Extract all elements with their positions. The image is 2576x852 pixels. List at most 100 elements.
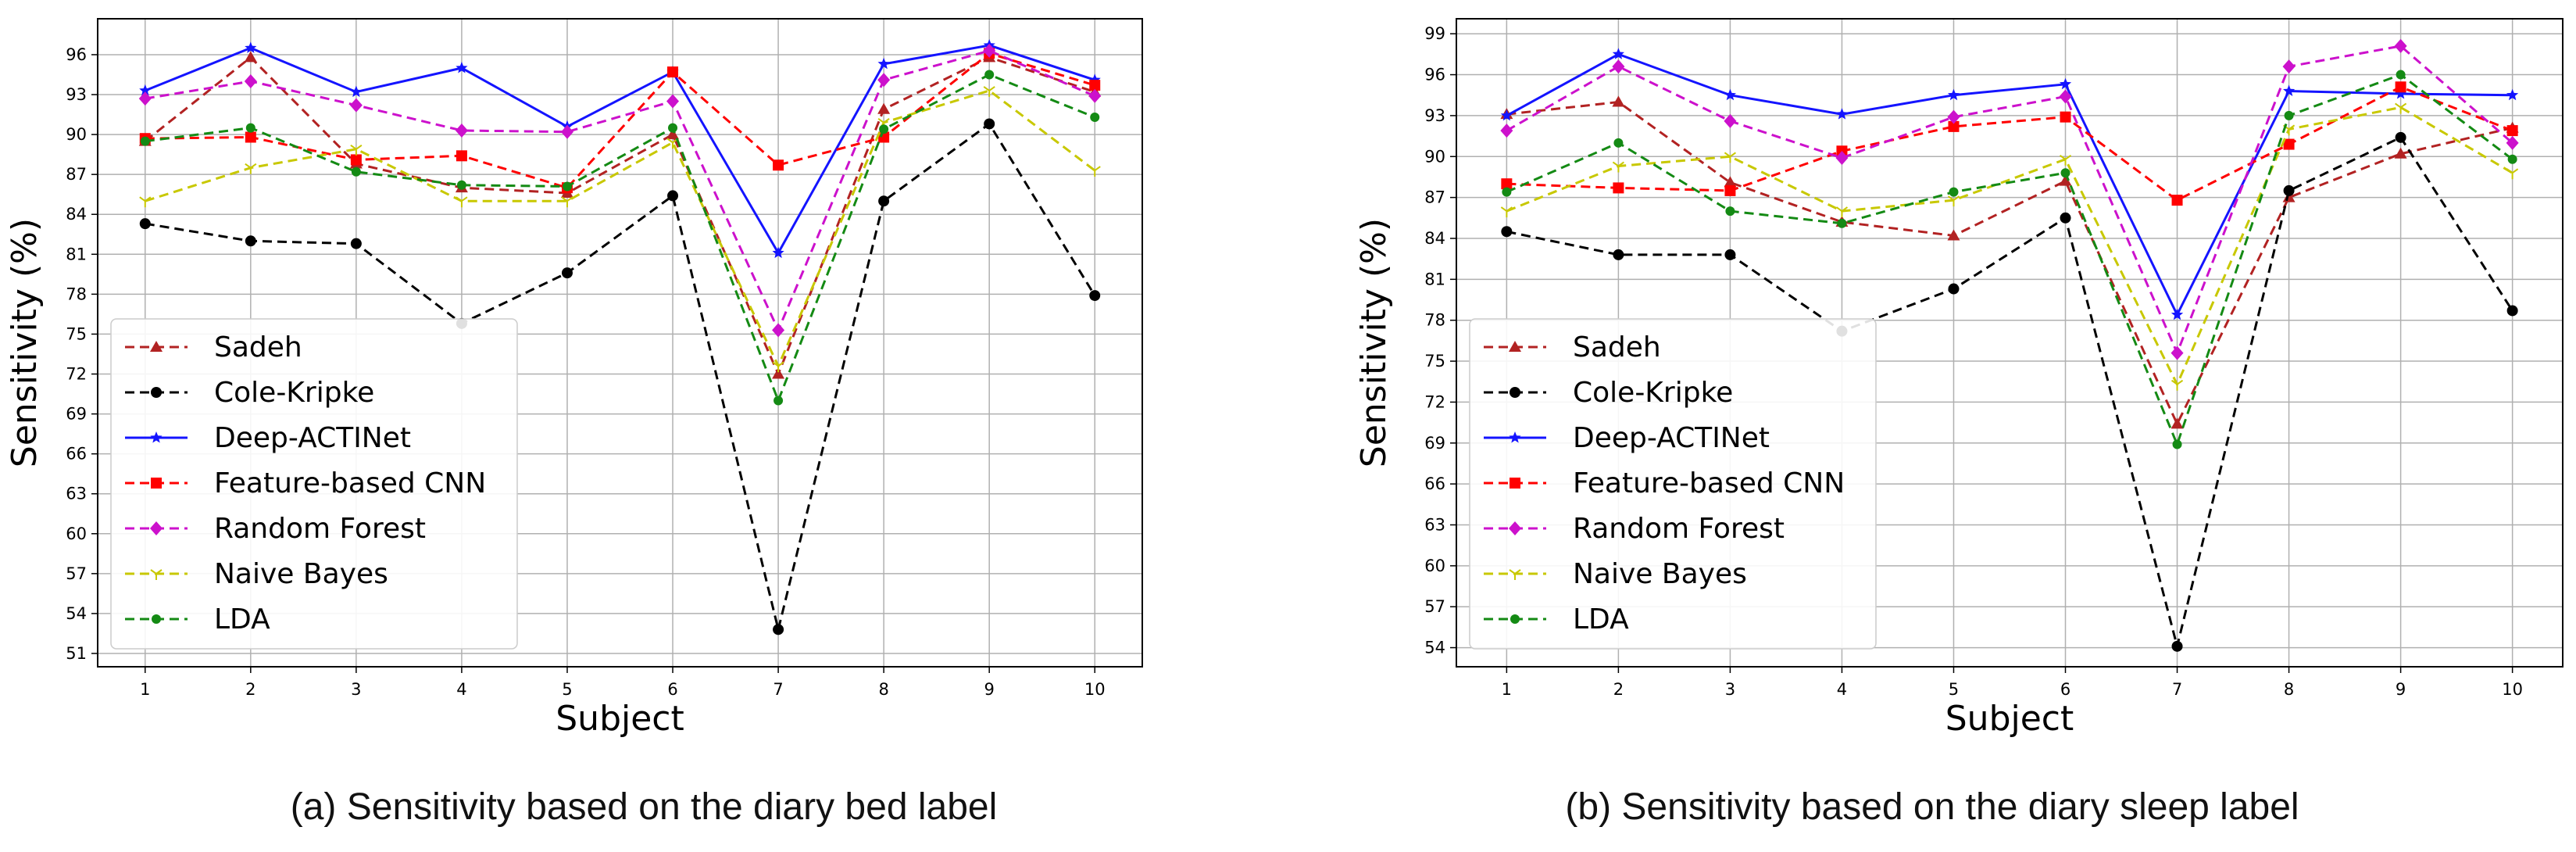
chart-a-series: [138, 39, 1102, 635]
series-deep-actinet: [139, 39, 1101, 259]
point-sadeh: [772, 367, 785, 379]
x-tick-label: 2: [245, 680, 255, 699]
series-naive-bayes: [1500, 102, 2519, 391]
y-tick-label: 51: [66, 644, 87, 663]
y-tick-label: 96: [1424, 66, 1445, 84]
point-deep-actinet: [139, 84, 152, 96]
point-random-forest: [560, 124, 573, 139]
point-feature-based-cnn: [773, 159, 784, 171]
legend-marker: [151, 387, 162, 398]
legend-label: Sadeh: [1573, 331, 1661, 363]
chart-a-xlabel: Subject: [556, 699, 684, 739]
series-line-cole-kripke: [145, 122, 1096, 630]
series-line-random-forest: [145, 49, 1095, 334]
point-feature-based-cnn: [1948, 120, 1960, 132]
y-tick-label: 93: [1424, 106, 1445, 125]
point-sadeh: [666, 128, 680, 140]
y-tick-label: 87: [66, 165, 87, 184]
point-deep-actinet: [350, 85, 363, 98]
x-tick-label: 7: [2172, 680, 2182, 699]
point-random-forest: [1612, 59, 1625, 74]
legend-marker: [1509, 521, 1521, 535]
legend-marker: [1510, 614, 1520, 624]
point-naive-bayes: [2395, 102, 2407, 114]
legend-marker: [1510, 387, 1520, 398]
point-lda: [1725, 206, 1735, 217]
point-random-forest: [244, 74, 257, 89]
point-naive-bayes: [1947, 195, 1960, 207]
point-cole-kripke: [2283, 184, 2295, 196]
point-sadeh: [1724, 176, 1737, 188]
legend-marker: [1509, 341, 1521, 352]
point-feature-based-cnn: [2506, 125, 2518, 137]
series-line-deep-actinet: [1506, 52, 2513, 318]
legend-label: Sadeh: [214, 331, 302, 363]
legend-marker: [150, 569, 163, 580]
x-tick-label: 6: [2060, 680, 2070, 699]
point-deep-actinet: [2506, 88, 2519, 101]
point-random-forest: [1835, 151, 1849, 166]
legend-label: Random Forest: [1573, 513, 1785, 545]
point-cole-kripke: [1948, 283, 1960, 295]
y-tick-label: 84: [1424, 229, 1445, 248]
x-tick-label: 5: [1949, 680, 1959, 699]
point-cole-kripke: [773, 624, 784, 635]
point-cole-kripke: [2171, 640, 2183, 652]
point-feature-based-cnn: [350, 154, 362, 166]
point-deep-actinet: [772, 246, 784, 259]
x-tick-label: 3: [351, 680, 361, 699]
point-cole-kripke: [878, 195, 890, 207]
point-random-forest: [2170, 345, 2184, 360]
point-cole-kripke: [2395, 131, 2406, 143]
point-random-forest: [772, 323, 785, 338]
point-cole-kripke: [2060, 212, 2071, 224]
point-random-forest: [1500, 124, 1513, 138]
point-sadeh: [1612, 95, 1625, 107]
chart-a-ylabel: Sensitivity (%): [5, 218, 45, 467]
point-lda: [2284, 110, 2294, 120]
point-deep-actinet: [245, 41, 257, 53]
y-tick-label: 57: [66, 564, 87, 583]
point-sadeh: [2394, 147, 2407, 159]
point-sadeh: [2170, 417, 2184, 429]
panel-b: 54 57 60 63 66 69 72 75 78 81 84 87 90 93 96 99 1 2 3 4 5 6 7 8…: [1288, 0, 2576, 852]
point-sadeh: [1947, 229, 1960, 241]
point-feature-based-cnn: [1724, 184, 1736, 196]
chart-b-ylabel: Sensitivity (%): [1354, 218, 1394, 467]
point-sadeh: [877, 102, 891, 114]
x-tick-label: 3: [1725, 680, 1735, 699]
point-cole-kripke: [561, 267, 573, 279]
point-feature-based-cnn: [2395, 81, 2406, 93]
panel-a: 51 54 57 60 63 66 69 72 75 78 81 84 87 90 93 96 1 2 3 4 5 6 7 8…: [5, 18, 1143, 828]
series-line-sadeh: [144, 55, 1095, 378]
x-tick-label: 4: [1837, 680, 1847, 699]
y-tick-label: 63: [1424, 515, 1445, 534]
y-tick-label: 69: [66, 405, 87, 424]
point-random-forest: [1088, 88, 1102, 103]
point-cole-kripke: [984, 118, 995, 130]
point-deep-actinet: [2395, 88, 2407, 99]
series-line-lda: [145, 73, 1095, 404]
point-cole-kripke: [1724, 249, 1736, 260]
y-tick-label: 78: [1424, 311, 1445, 330]
y-tick-label: 99: [1424, 24, 1445, 43]
point-random-forest: [138, 91, 152, 106]
point-lda: [2172, 439, 2182, 449]
chart-a-legend: Sadeh Cole-Kripke Deep-ACTINet Feature-base…: [110, 318, 518, 650]
point-deep-actinet: [1724, 88, 1736, 101]
point-cole-kripke: [1089, 290, 1101, 302]
series-line-naive-bayes: [145, 89, 1096, 369]
y-tick-label: 66: [1424, 474, 1445, 493]
legend-item-sadeh: Sadeh: [1484, 331, 1661, 363]
point-deep-actinet: [1500, 109, 1513, 121]
point-cole-kripke: [667, 190, 679, 202]
point-random-forest: [2282, 59, 2296, 74]
point-deep-actinet: [1835, 108, 1849, 120]
x-tick-label: 7: [773, 680, 783, 699]
series-random-forest: [1500, 38, 2519, 360]
legend-marker: [1509, 431, 1521, 443]
point-deep-actinet: [2059, 77, 2072, 90]
point-random-forest: [2059, 89, 2072, 104]
legend-marker: [152, 614, 161, 624]
